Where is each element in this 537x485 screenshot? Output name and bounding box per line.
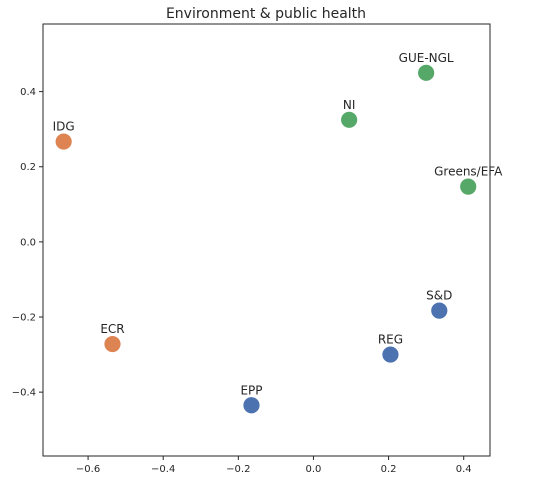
x-tick-label: 0.0 [306, 464, 322, 475]
y-tick-label: −0.2 [12, 313, 36, 324]
y-tick-label: 0.0 [20, 237, 36, 248]
point-label: EPP [240, 383, 262, 397]
point-label: S&D [426, 289, 452, 303]
y-tick-label: 0.2 [20, 162, 36, 173]
data-point [381, 345, 400, 364]
point-label: GUE-NGL [399, 51, 454, 65]
data-point [459, 177, 478, 196]
data-point [54, 132, 73, 151]
y-axis: −0.4 −0.2 0.0 0.2 0.4 [12, 87, 43, 399]
x-axis: −0.6 −0.4 −0.2 0.0 0.2 0.4 [76, 456, 472, 475]
data-point [103, 335, 122, 353]
x-tick-label: −0.4 [151, 464, 175, 475]
y-tick-label: 0.4 [20, 87, 36, 98]
point-label: IDG [53, 120, 75, 134]
data-points: GUE-NGL NI IDG Greens/EFA S&D REG ECR EPP [53, 51, 503, 415]
plot-area [42, 23, 491, 457]
x-tick-label: −0.6 [76, 464, 100, 475]
data-point [417, 63, 436, 82]
x-tick-label: 0.2 [381, 464, 397, 475]
data-point [340, 110, 359, 129]
data-point [242, 396, 261, 415]
point-label: NI [343, 98, 356, 112]
data-point [430, 301, 449, 320]
y-tick-label: −0.4 [12, 388, 36, 399]
point-label: Greens/EFA [434, 165, 503, 179]
point-label: REG [378, 333, 403, 347]
x-tick-label: −0.2 [226, 464, 250, 475]
chart-title: Environment & public health [166, 6, 366, 22]
point-label: ECR [100, 322, 124, 336]
x-tick-label: 0.4 [456, 464, 472, 475]
